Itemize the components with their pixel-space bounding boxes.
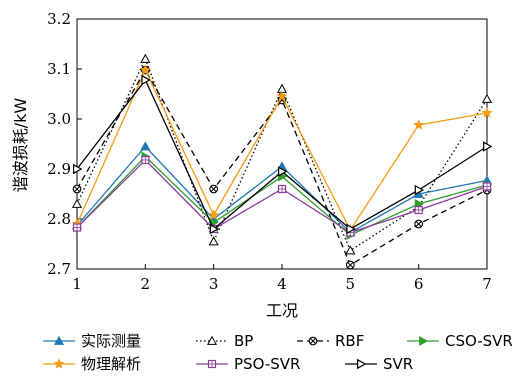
data-point bbox=[357, 358, 367, 370]
data-point bbox=[209, 184, 219, 194]
data-point bbox=[208, 236, 219, 246]
y-tick-label: 2.7 bbox=[47, 260, 71, 278]
chart-legend: 实际测量 BP RBF CSO-SVR 物理解析 PSO-SVR SVR bbox=[43, 332, 513, 373]
legend-item: RBF bbox=[297, 332, 364, 350]
y-tick-label: 3.1 bbox=[47, 60, 71, 78]
legend-label: RBF bbox=[335, 332, 364, 350]
data-point bbox=[139, 64, 151, 75]
data-point bbox=[414, 184, 425, 196]
legend-item: PSO-SVR bbox=[196, 355, 300, 373]
data-point-x2 bbox=[347, 262, 354, 268]
data-point bbox=[276, 90, 288, 102]
data-point bbox=[140, 53, 151, 63]
data-point-x2 bbox=[74, 186, 80, 192]
legend-label: SVR bbox=[383, 355, 413, 373]
data-point bbox=[482, 182, 492, 191]
data-point bbox=[73, 163, 83, 175]
data-point bbox=[483, 141, 493, 152]
legend-label: PSO-SVR bbox=[234, 355, 300, 373]
x-tick-label: 1 bbox=[72, 275, 82, 293]
data-point bbox=[414, 205, 423, 215]
y-tick-label: 2.8 bbox=[47, 210, 71, 228]
data-point bbox=[72, 184, 82, 194]
series-BP bbox=[71, 53, 493, 255]
plot-frame bbox=[76, 18, 488, 270]
legend-label: 物理解析 bbox=[81, 355, 141, 373]
legend-item: BP bbox=[196, 332, 253, 350]
data-point bbox=[481, 93, 493, 103]
x-axis-label: 工况 bbox=[266, 301, 298, 320]
data-point bbox=[209, 223, 220, 235]
data-point bbox=[481, 107, 493, 118]
legend-label: BP bbox=[234, 332, 253, 350]
data-point bbox=[308, 336, 318, 346]
data-point bbox=[53, 335, 65, 345]
legend-item: 实际测量 bbox=[43, 332, 141, 350]
data-point-x2 bbox=[415, 221, 422, 227]
data-point bbox=[141, 155, 150, 165]
data-point bbox=[141, 74, 151, 86]
x-tick-label: 2 bbox=[141, 275, 151, 293]
data-point bbox=[71, 198, 83, 208]
data-point bbox=[206, 335, 218, 345]
legend-item: 物理解析 bbox=[43, 355, 141, 373]
y-tick-label: 2.9 bbox=[47, 160, 71, 178]
series-SVR bbox=[73, 74, 493, 235]
data-point bbox=[207, 359, 217, 369]
data-point bbox=[278, 166, 288, 177]
legend-label: CSO-SVR bbox=[445, 332, 513, 350]
data-point bbox=[414, 219, 424, 229]
x-tick-label: 3 bbox=[209, 275, 219, 293]
x-tick-label: 4 bbox=[277, 275, 287, 293]
data-point bbox=[419, 335, 429, 347]
legend-item: SVR bbox=[345, 355, 413, 373]
chart-series bbox=[71, 53, 493, 270]
data-point-x2 bbox=[210, 186, 217, 192]
x-tick-label: 5 bbox=[346, 275, 356, 293]
x-tick-label: 6 bbox=[414, 275, 424, 293]
legend-label: 实际测量 bbox=[81, 332, 141, 350]
data-point-x2 bbox=[310, 338, 316, 344]
y-tick-label: 3.2 bbox=[47, 10, 71, 28]
legend-item: CSO-SVR bbox=[407, 332, 513, 350]
data-point bbox=[277, 184, 287, 194]
x-tick-label: 7 bbox=[482, 275, 492, 293]
data-point bbox=[140, 141, 151, 151]
data-point bbox=[345, 245, 356, 255]
data-point bbox=[208, 209, 220, 220]
data-point bbox=[72, 223, 82, 232]
data-point bbox=[346, 223, 356, 235]
data-point bbox=[345, 260, 355, 270]
y-axis-label: 谐波损耗/kW bbox=[11, 98, 30, 193]
chart-ticks: 2.7 2.8 2.9 3.0 3.1 3.2 1 2 3 4 5 6 7 bbox=[47, 10, 492, 293]
chart-axes bbox=[76, 18, 488, 270]
data-point bbox=[53, 358, 65, 369]
data-point bbox=[413, 119, 425, 130]
y-tick-label: 3.0 bbox=[47, 110, 71, 128]
